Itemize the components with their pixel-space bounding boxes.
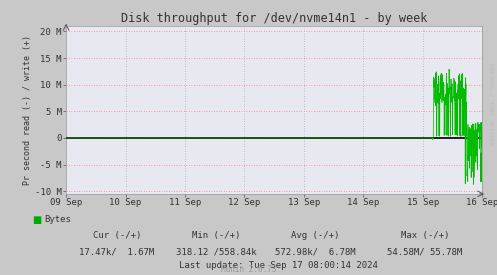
Text: Avg (-/+): Avg (-/+) — [291, 231, 340, 240]
Text: Max (-/+): Max (-/+) — [401, 231, 449, 240]
Y-axis label: Pr second read (-) / write (+): Pr second read (-) / write (+) — [23, 35, 32, 185]
Text: RRDTOOL / TOBI OETIKER: RRDTOOL / TOBI OETIKER — [489, 63, 494, 146]
Text: Cur (-/+): Cur (-/+) — [92, 231, 141, 240]
Text: Bytes: Bytes — [45, 216, 72, 224]
Text: Min (-/+): Min (-/+) — [192, 231, 241, 240]
Text: 17.47k/  1.67M: 17.47k/ 1.67M — [79, 247, 155, 256]
Title: Disk throughput for /dev/nvme14n1 - by week: Disk throughput for /dev/nvme14n1 - by w… — [121, 12, 427, 25]
Text: 318.12 /558.84k: 318.12 /558.84k — [176, 247, 256, 256]
Text: ■: ■ — [32, 215, 42, 225]
Text: Munin 2.0.73: Munin 2.0.73 — [221, 265, 276, 274]
Text: 572.98k/  6.78M: 572.98k/ 6.78M — [275, 247, 356, 256]
Text: Last update: Tue Sep 17 08:00:14 2024: Last update: Tue Sep 17 08:00:14 2024 — [179, 262, 378, 270]
Text: 54.58M/ 55.78M: 54.58M/ 55.78M — [387, 247, 463, 256]
